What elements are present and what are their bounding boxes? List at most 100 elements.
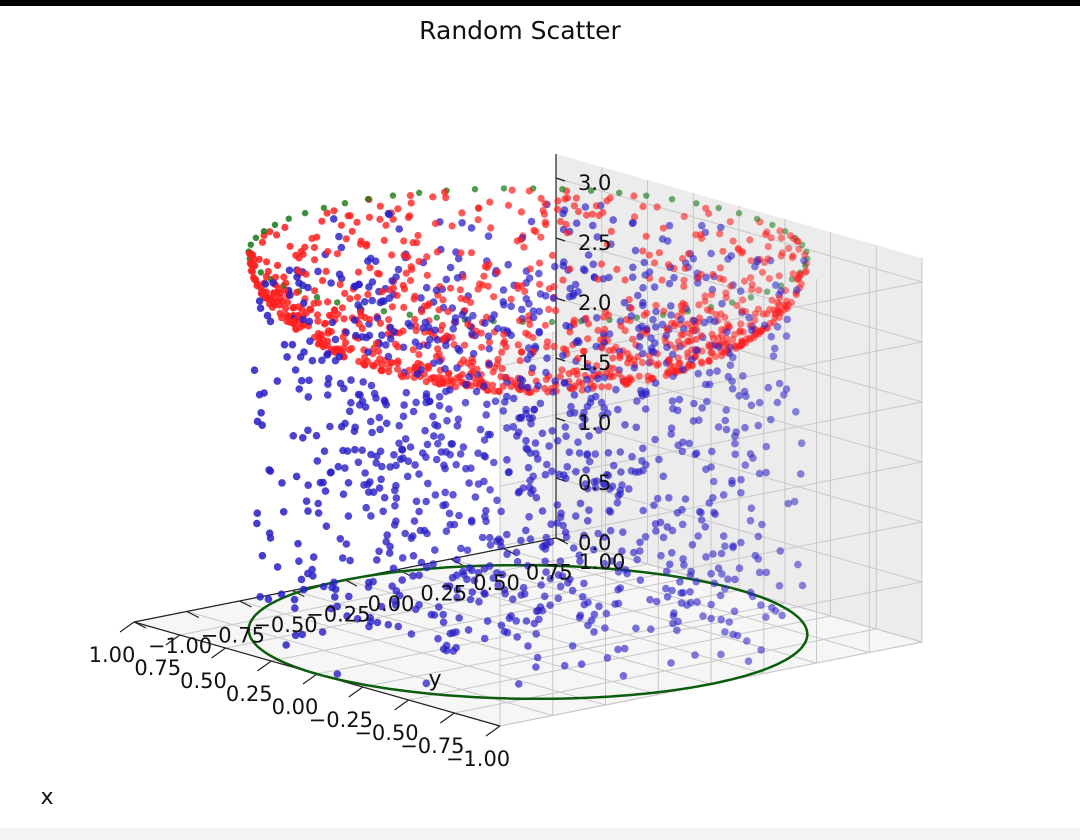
scatter-point <box>347 376 355 384</box>
x-tick-mark <box>348 686 364 698</box>
scatter-point <box>294 539 302 548</box>
hemisphere-point <box>253 282 261 290</box>
scatter-point <box>324 380 332 389</box>
hemisphere-point <box>748 286 756 294</box>
scatter-point <box>560 206 569 214</box>
scatter-point <box>451 318 460 327</box>
scatter-point <box>358 333 367 341</box>
scatter-point <box>257 409 265 417</box>
scatter-point <box>796 470 805 478</box>
scatter-point <box>669 619 677 628</box>
scatter-point <box>373 618 382 627</box>
scatter-point <box>630 548 638 557</box>
scatter-point <box>742 392 750 401</box>
scatter-point <box>532 607 541 616</box>
scatter-point <box>597 398 606 407</box>
scatter-point <box>673 626 681 635</box>
ring-point <box>341 200 349 207</box>
scatter-point <box>675 395 684 404</box>
hemisphere-point <box>514 341 522 349</box>
scatter-point <box>253 417 262 426</box>
scatter-point <box>434 634 442 643</box>
hemisphere-point <box>582 314 590 322</box>
scatter-point <box>269 279 278 287</box>
scatter-point <box>331 593 339 601</box>
x-tick-label: 0.00 <box>272 695 319 719</box>
ring-point <box>252 234 260 241</box>
scatter-point <box>701 523 710 531</box>
scatter-point <box>375 547 383 556</box>
scatter-point <box>568 586 577 595</box>
scatter-point <box>525 513 533 521</box>
scatter-point <box>470 576 479 585</box>
scatter-point <box>448 573 457 582</box>
scatter-point <box>389 564 398 573</box>
scatter-point <box>415 470 423 478</box>
hemisphere-point <box>543 343 551 351</box>
scatter-point <box>375 413 384 422</box>
scatter-point <box>522 436 530 445</box>
scatter-point <box>432 286 441 295</box>
scatter-point <box>609 461 618 470</box>
scatter-point <box>356 391 364 399</box>
scatter-point <box>721 542 729 550</box>
hemisphere-point <box>597 260 606 268</box>
scatter-point <box>690 399 698 408</box>
scatter-point <box>519 583 528 592</box>
ring-point <box>777 282 785 289</box>
scatter-point <box>439 501 447 510</box>
scatter-point <box>620 644 629 653</box>
hemisphere-point <box>664 261 673 269</box>
scatter-point <box>385 549 394 557</box>
gridline-z-a <box>499 281 923 367</box>
scatter-point <box>753 257 761 266</box>
scatter-point <box>326 422 334 431</box>
hemisphere-point <box>399 327 407 335</box>
scatter-point <box>516 375 525 383</box>
scatter-point <box>354 301 362 309</box>
scatter-point <box>392 601 400 609</box>
hemisphere-point <box>433 248 441 256</box>
hemisphere-point <box>330 207 338 215</box>
scatter-point <box>320 582 328 591</box>
scatter-point <box>346 556 354 565</box>
scatter-point <box>430 611 439 619</box>
hemisphere-point <box>697 358 705 366</box>
hemisphere-point <box>567 385 575 393</box>
scatter-point <box>422 393 431 401</box>
scatter-point <box>388 582 397 590</box>
hemisphere-point <box>660 307 668 315</box>
scatter-point <box>422 283 431 292</box>
z-tick-mark <box>555 417 566 422</box>
scatter-point <box>528 364 537 372</box>
scatter-point <box>323 391 332 399</box>
hemisphere-point <box>444 308 452 316</box>
hemisphere-point <box>775 301 783 309</box>
scatter-point <box>619 528 627 536</box>
hemisphere-point <box>676 359 684 367</box>
scatter-point <box>512 548 521 557</box>
hemisphere-point <box>558 366 566 374</box>
x-tick-mark <box>119 621 135 633</box>
scatter-point <box>289 432 298 440</box>
scatter-point <box>744 657 753 665</box>
scatter-point <box>353 615 362 623</box>
hemisphere-point <box>712 311 720 319</box>
ring-point <box>380 308 388 315</box>
scatter-point <box>337 243 346 252</box>
scatter-point <box>532 630 540 638</box>
hemisphere-point <box>400 237 408 245</box>
scatter-point <box>314 267 322 276</box>
scatter-point <box>453 586 462 594</box>
hemisphere-point <box>507 295 515 303</box>
scatter-point <box>434 439 442 448</box>
scatter-point <box>709 494 717 502</box>
scatter-point <box>585 457 594 466</box>
hemisphere-point <box>332 345 340 353</box>
hemisphere-point <box>594 326 602 334</box>
hemisphere-point <box>425 362 433 370</box>
scatter-point <box>497 542 505 551</box>
scatter-point <box>327 604 335 613</box>
scatter-point <box>554 594 563 603</box>
scatter-point <box>572 338 580 347</box>
